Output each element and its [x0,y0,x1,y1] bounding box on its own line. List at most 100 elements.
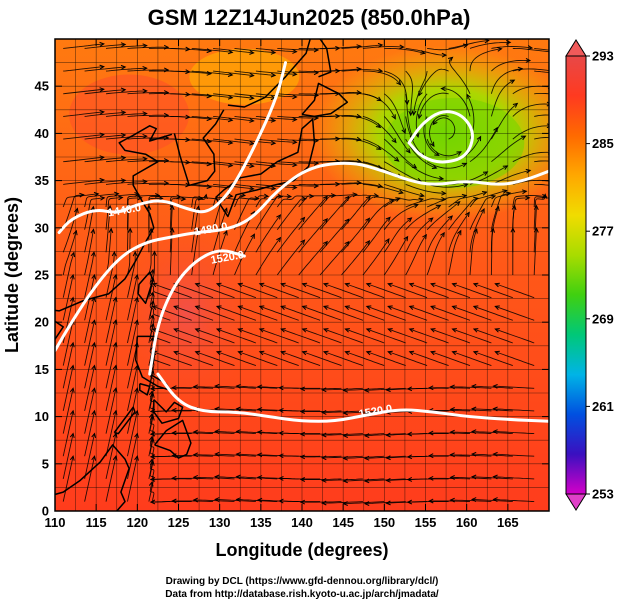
wind-arrowhead [449,497,455,503]
y-tick-label: 35 [35,173,49,188]
wind-streamline [193,476,235,480]
wind-streamline [405,234,427,276]
wind-arrowhead [270,49,277,55]
wind-streamline [84,365,95,412]
wind-streamline [429,455,470,457]
wind-arrowhead [408,328,415,333]
wind-arrowhead [342,410,348,416]
wind-streamline [512,47,549,53]
wind-streamline [127,433,138,479]
wind-streamline [469,228,478,276]
wind-arrowhead [365,217,371,223]
wind-streamline [84,252,95,298]
wind-streamline [430,283,471,299]
x-tick-label: 155 [415,515,437,530]
wind-streamline [469,189,507,208]
wind-arrowhead [148,480,154,487]
wind-arrowhead [406,499,413,505]
wind-arrowhead [276,214,282,220]
wind-arrowhead [461,162,468,168]
wind-streamline [277,183,318,187]
wind-arrowhead [344,305,350,310]
wind-streamline [105,433,117,480]
wind-streamline [127,182,169,185]
wind-arrowhead [492,406,498,412]
wind-streamline [512,68,549,72]
wind-streamline [84,206,94,253]
borneo-coastline [55,444,130,511]
wind-arrowhead [148,458,154,464]
wind-arrowhead [432,119,438,126]
wind-arrowhead [142,43,148,49]
wind-arrowhead [249,163,255,169]
wind-streamline [534,47,549,51]
y-axis-label: Latitude (degrees) [2,197,22,353]
wind-streamline [84,320,95,366]
wind-arrowhead [428,217,434,223]
wind-arrowhead [276,236,282,243]
x-axis-ticks: 110 115 120 125 130 135 140 145 150 155 160 165 [45,39,519,530]
wind-streamline [366,305,406,321]
wind-arrowhead [494,305,500,310]
wind-arrowhead [441,190,447,196]
wind-streamline [191,70,233,76]
wind-streamline [405,198,446,208]
wind-streamline [281,328,321,344]
wind-arrowhead [171,498,177,504]
wind-arrowhead [385,432,391,438]
wind-arrowhead [151,305,158,310]
x-tick-label: 140 [291,515,313,530]
colorbar-tick-label: 277 [592,224,614,239]
wind-arrowhead [91,387,97,393]
wind-arrowhead [214,406,220,412]
wind-streamline [170,161,212,165]
wind-streamline [319,196,350,230]
wind-streamline [84,229,94,276]
wind-streamline [148,251,155,298]
wind-arrowhead [428,453,434,459]
wind-arrowhead [151,328,158,333]
wind-arrowhead [299,409,306,414]
wind-arrowhead [258,350,265,356]
wind-streamline [172,455,214,457]
wind-arrowhead [292,162,298,168]
wind-arrowhead [356,113,362,119]
wind-streamline [362,183,404,194]
wind-arrowhead [447,215,454,221]
wind-streamline [493,408,535,412]
wind-streamline [320,137,361,141]
wind-streamline [105,197,123,230]
wind-arrowhead [235,383,241,389]
wind-streamline [152,305,192,321]
china-coastline [55,125,173,312]
wind-arrowhead [509,79,516,84]
wind-streamline [345,283,385,299]
wind-arrowhead [114,191,120,197]
wind-streamline [300,410,342,413]
wind-streamline [322,410,363,413]
y-tick-label: 5 [42,456,49,471]
wind-arrowhead [385,500,391,506]
wind-arrowhead [99,64,105,70]
wind-streamline [491,169,531,185]
wind-streamline [418,68,449,96]
wind-arrowhead [517,66,524,72]
wind-arrowhead [502,165,509,170]
wind-streamline [276,198,306,230]
wind-streamline [473,351,513,367]
wind-streamline [388,305,428,321]
wind-arrowhead [292,71,298,77]
wind-streamline [409,305,449,321]
wind-arrowhead [342,433,348,438]
wind-arrowhead [492,429,498,435]
wind-streamline [170,138,212,143]
wind-arrowhead [142,65,148,71]
height-contour-1520 [148,249,246,376]
wind-streamline [127,69,169,72]
wind-arrowhead [301,305,308,310]
wind-arrowhead [278,408,284,413]
wind-streamline [300,387,342,390]
wind-arrowhead [387,305,393,310]
wind-streamline [127,456,138,502]
wind-arrowhead [299,454,306,460]
